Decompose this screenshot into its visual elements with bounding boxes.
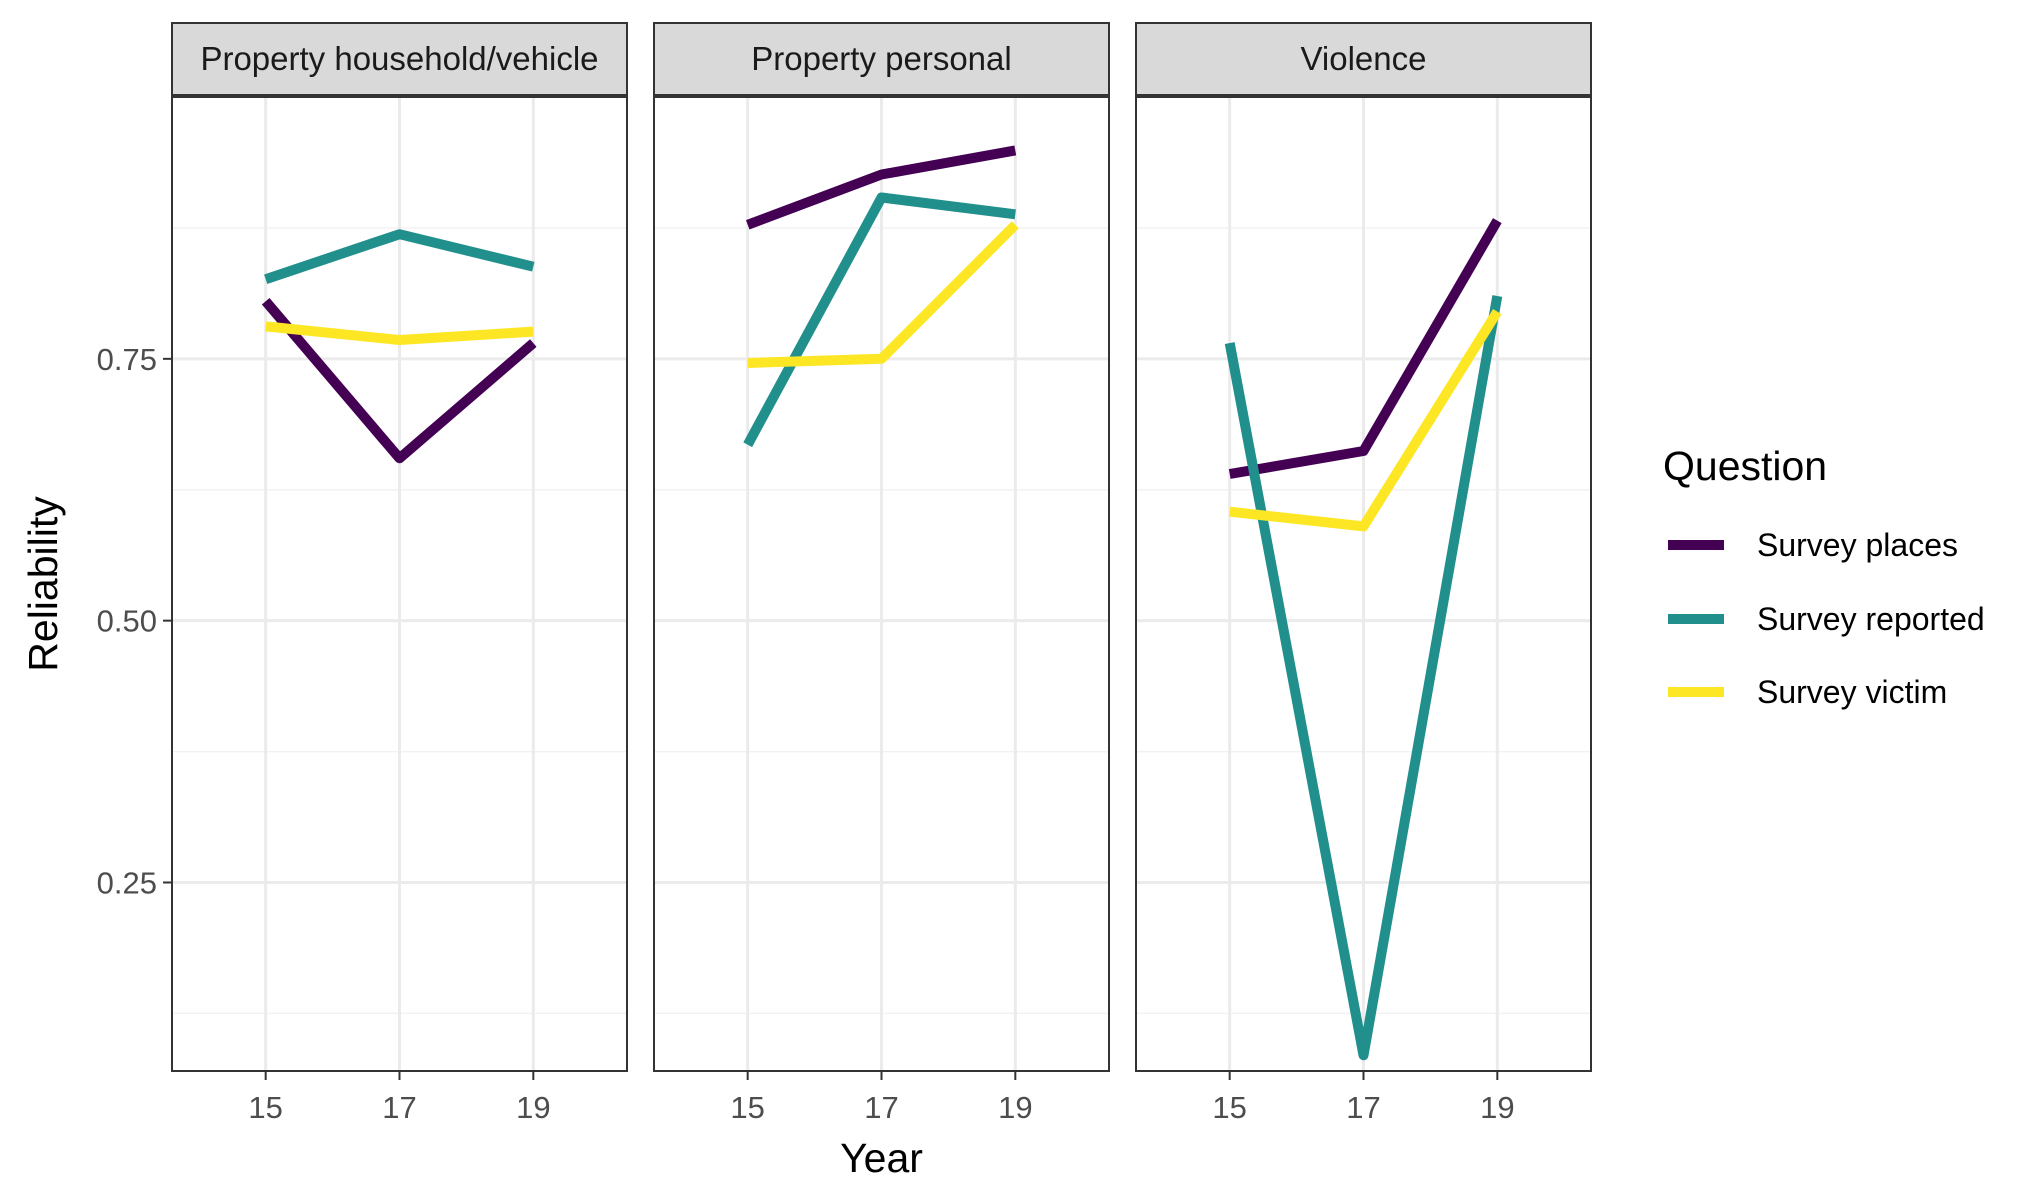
legend-label: Survey victim [1757, 674, 1947, 710]
x-axis-title: Year [840, 1135, 923, 1181]
legend-label: Survey places [1757, 527, 1958, 563]
x-tick-label: 19 [516, 1090, 550, 1125]
facet-strip-label: Property household/vehicle [200, 40, 598, 77]
series-line-survey-places [1228, 218, 1502, 479]
legend-label: Survey reported [1757, 601, 1985, 637]
y-tick-label: 0.25 [97, 865, 157, 900]
y-axis-title: Reliability [20, 496, 66, 672]
series-line-survey-places [261, 297, 537, 464]
facet-strip [1135, 22, 1592, 96]
series-line-survey-victim [265, 321, 534, 345]
legend-title: Question [1663, 443, 1827, 489]
facet-strip-label: Violence [1301, 40, 1427, 77]
facet-strip-label: Property personal [751, 40, 1011, 77]
series-line-survey-places [745, 145, 1017, 230]
series-line-survey-reported [1224, 295, 1503, 1061]
series-line-survey-reported [264, 229, 535, 284]
x-tick-label: 15 [730, 1090, 764, 1125]
series-line-survey-victim [747, 221, 1019, 368]
y-tick-label: 0.50 [97, 604, 157, 639]
facet-strip [653, 22, 1110, 96]
series-line-survey-victim [1229, 309, 1502, 532]
x-tick-label: 19 [1480, 1090, 1514, 1125]
x-tick-label: 17 [864, 1090, 898, 1125]
x-tick-label: 17 [1346, 1090, 1380, 1125]
y-tick-label: 0.75 [97, 342, 157, 377]
x-tick-label: 17 [382, 1090, 416, 1125]
x-tick-label: 15 [248, 1090, 282, 1125]
facet-strip [171, 22, 628, 96]
x-tick-label: 19 [998, 1090, 1032, 1125]
x-tick-label: 15 [1212, 1090, 1246, 1125]
